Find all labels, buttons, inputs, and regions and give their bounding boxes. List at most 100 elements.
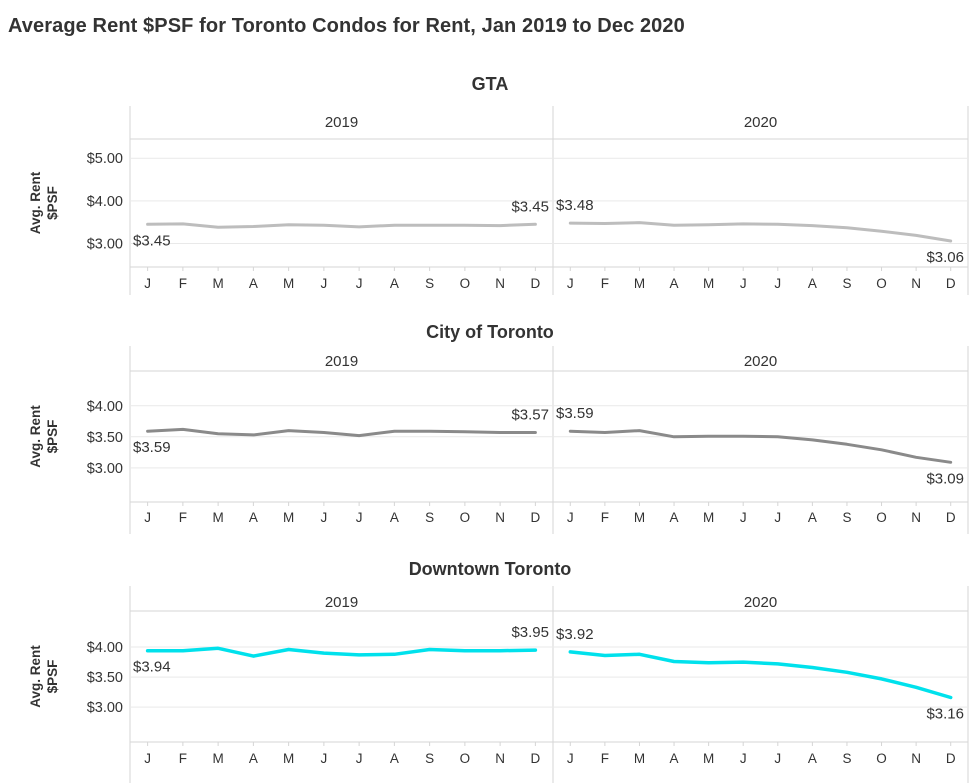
endpoint-label: $3.45 [511, 198, 549, 215]
month-label: J [321, 276, 328, 291]
month-label: F [179, 510, 187, 525]
month-label: D [946, 510, 956, 525]
endpoint-label: $3.09 [926, 470, 964, 487]
endpoint-label: $3.95 [511, 624, 549, 641]
gta-chart: $3.00 $4.00 $5.00 2019 J F M A M J J A S O N D 2020 J F M A M… [28, 106, 969, 295]
month-label: D [531, 276, 541, 291]
y-axis-title-line2: $PSF [45, 660, 60, 694]
month-label: O [876, 751, 887, 766]
month-label: N [495, 510, 505, 525]
month-label: S [425, 276, 434, 291]
month-label: N [495, 751, 505, 766]
month-label: N [911, 510, 921, 525]
endpoint-label: $3.45 [133, 232, 171, 249]
month-label: N [495, 276, 505, 291]
month-label: A [390, 276, 399, 291]
downtown-toronto-chart-block: Downtown Toronto $3.00 $3.50 $4.00 2019 J F M A… [0, 557, 980, 784]
month-label: A [670, 751, 679, 766]
month-label: M [213, 276, 224, 291]
month-label: J [321, 751, 328, 766]
y-tick-label: $3.00 [87, 237, 123, 253]
month-label: N [911, 751, 921, 766]
y-axis-title-line2: $PSF [45, 420, 60, 454]
month-label: F [179, 751, 187, 766]
month-label: M [283, 751, 294, 766]
month-label: A [808, 751, 817, 766]
chart-title-gta: GTA [471, 74, 509, 94]
year-header: 2019 [325, 353, 358, 370]
page-title: Average Rent $PSF for Toronto Condos for… [8, 15, 685, 37]
month-label: A [249, 751, 258, 766]
month-label: M [634, 751, 645, 766]
y-tick-label: $3.50 [87, 670, 123, 686]
month-label: M [703, 276, 714, 291]
y-tick-label: $4.00 [87, 399, 123, 415]
month-label: A [390, 751, 399, 766]
month-label: J [356, 751, 363, 766]
city-of-toronto-chart: $3.00 $3.50 $4.00 2019 J F M A M J J A S O N D 2020 J F M A M… [28, 346, 969, 534]
series-line-2019 [145, 646, 538, 658]
month-label: D [946, 751, 956, 766]
city-of-toronto-chart-block: City of Toronto $3.00 $3.50 $4.00 2019 J F M A M… [0, 320, 980, 535]
month-label: J [144, 510, 151, 525]
month-label: A [670, 276, 679, 291]
month-label: A [390, 510, 399, 525]
year-header: 2020 [744, 114, 777, 131]
month-label: J [567, 510, 574, 525]
month-label: F [601, 276, 609, 291]
endpoint-label: $3.94 [133, 659, 171, 676]
endpoint-label: $3.59 [556, 405, 594, 422]
month-label: D [531, 751, 541, 766]
endpoint-label: $3.06 [926, 249, 964, 266]
y-tick-label: $4.00 [87, 640, 123, 656]
year-header: 2020 [744, 594, 777, 611]
y-tick-label: $3.00 [87, 461, 123, 477]
month-label: A [249, 276, 258, 291]
y-tick-label: $5.00 [87, 151, 123, 167]
month-label: M [634, 276, 645, 291]
month-label: J [774, 510, 781, 525]
month-label: O [460, 276, 471, 291]
month-label: M [213, 751, 224, 766]
month-label: J [740, 510, 747, 525]
chart-title-city-of-toronto: City of Toronto [426, 322, 554, 342]
month-label: O [876, 510, 887, 525]
series-line-2019 [146, 222, 537, 229]
month-label: J [740, 276, 747, 291]
month-label: M [283, 276, 294, 291]
month-label: S [842, 276, 851, 291]
month-label: J [567, 751, 574, 766]
chart-title-downtown-toronto: Downtown Toronto [408, 559, 572, 579]
month-label: J [144, 751, 151, 766]
month-label: F [179, 276, 187, 291]
year-header: 2019 [325, 114, 358, 131]
endpoint-label: $3.92 [556, 626, 594, 643]
gta-chart-block: GTA $3.00 $4.00 $5.00 2019 J F M A M J J A S O N D 2020 J… [0, 72, 980, 296]
month-label: F [601, 751, 609, 766]
month-label: D [531, 510, 541, 525]
month-label: M [283, 510, 294, 525]
month-label: M [703, 751, 714, 766]
endpoint-label: $3.48 [556, 197, 594, 214]
y-axis-title-line1: Avg. Rent [28, 171, 43, 234]
series-line-2020 [568, 650, 953, 700]
month-label: O [876, 276, 887, 291]
month-label: J [356, 510, 363, 525]
month-label: S [425, 751, 434, 766]
downtown-toronto-chart: $3.00 $3.50 $4.00 2019 J F M A M J J A S O N D 2020 J F M A M… [28, 586, 969, 783]
month-label: O [460, 751, 471, 766]
y-axis-title-line1: Avg. Rent [28, 405, 43, 468]
month-label: M [213, 510, 224, 525]
y-tick-label: $4.00 [87, 194, 123, 210]
y-tick-label: $3.00 [87, 700, 123, 716]
month-label: S [425, 510, 434, 525]
y-axis-title-line1: Avg. Rent [28, 645, 43, 708]
month-label: M [703, 510, 714, 525]
month-label: A [808, 276, 817, 291]
year-header: 2019 [325, 594, 358, 611]
month-label: A [808, 510, 817, 525]
endpoint-label: $3.16 [926, 706, 964, 723]
month-label: J [356, 276, 363, 291]
month-label: J [774, 751, 781, 766]
